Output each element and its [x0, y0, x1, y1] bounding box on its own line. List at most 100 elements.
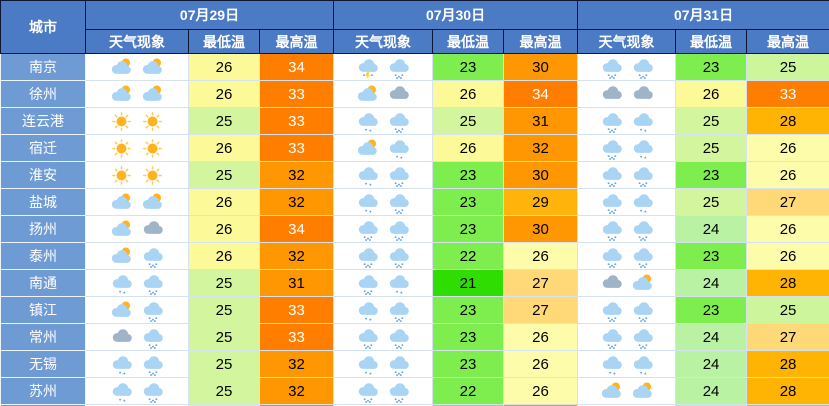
city-cell: 扬州: [0, 215, 86, 243]
max-temp-column-header: 最高温: [258, 29, 335, 54]
sun-icon: [140, 164, 165, 187]
rain-icon: [630, 218, 655, 241]
rain-icon: [630, 299, 655, 322]
rain-icon: [140, 326, 165, 349]
weather-cell: [85, 242, 189, 270]
rain-icon: [140, 353, 165, 376]
weather-cell: [577, 323, 677, 351]
partial-cell: [503, 404, 579, 406]
min-temp-cell: 23: [432, 350, 505, 378]
sun-behind-cloud-icon: [109, 245, 134, 268]
max-temp-cell: 33: [746, 80, 829, 108]
max-temp-cell: 26: [503, 377, 579, 405]
weather-cell: [333, 107, 434, 135]
rain-icon: [386, 191, 411, 214]
min-temp-cell: 24: [675, 269, 748, 297]
weather-cell: [577, 215, 677, 243]
forecast-table-body: 南京 26 34 23 30 23 25 徐州 26 33 26 34 26 33 连云港 25 33 25 31 2…: [0, 53, 829, 406]
rain-icon: [386, 299, 411, 322]
min-temp-cell: 23: [432, 53, 505, 81]
min-temp-cell: 25: [675, 188, 748, 216]
city-cell: 徐州: [0, 80, 86, 108]
min-temp-cell: 25: [432, 107, 505, 135]
rain-icon: [140, 272, 165, 295]
max-temp-cell: 25: [746, 296, 829, 324]
rain-icon: [140, 299, 165, 322]
weather-cell: [85, 377, 189, 405]
rain-icon: [355, 272, 380, 295]
rain-icon: [355, 326, 380, 349]
max-temp-cell: 28: [746, 377, 829, 405]
max-temp-cell: 26: [746, 134, 829, 162]
weather-cell: [333, 53, 434, 81]
date-header-jul31: 07月31日: [577, 0, 829, 30]
min-temp-column-header: 最低温: [675, 29, 748, 54]
max-temp-cell: 27: [746, 188, 829, 216]
weather-cell: [577, 242, 677, 270]
max-temp-cell: 28: [746, 107, 829, 135]
min-temp-cell: 26: [188, 188, 260, 216]
max-temp-cell: 33: [258, 296, 335, 324]
max-temp-cell: 30: [503, 161, 579, 189]
sun-behind-cloud-icon: [599, 380, 624, 403]
max-temp-cell: 26: [746, 161, 829, 189]
min-temp-cell: 24: [675, 323, 748, 351]
thunder-rain-icon: [355, 56, 380, 79]
max-temp-cell: 33: [258, 323, 335, 351]
date-header-jul29: 07月29日: [84, 0, 335, 30]
max-temp-cell: 33: [258, 134, 335, 162]
min-temp-cell: 26: [188, 242, 260, 270]
light-rain-icon: [630, 110, 655, 133]
max-temp-cell: 28: [746, 269, 829, 297]
max-temp-cell: 32: [258, 161, 335, 189]
partial-next-row: [0, 404, 829, 406]
table-row: 常州 25 33 23 26 24 27: [0, 323, 829, 351]
min-temp-cell: 26: [432, 80, 505, 108]
weather-cell: [577, 53, 677, 81]
sun-behind-cloud-icon: [109, 56, 134, 79]
table-row: 南京 26 34 23 30 23 25: [0, 53, 829, 81]
min-temp-cell: 25: [675, 134, 748, 162]
min-temp-cell: 26: [188, 80, 260, 108]
max-temp-cell: 26: [746, 215, 829, 243]
sun-behind-cloud-icon: [630, 272, 655, 295]
sun-icon: [140, 110, 165, 133]
light-rain-icon: [355, 191, 380, 214]
rain-icon: [599, 218, 624, 241]
min-temp-cell: 23: [675, 242, 748, 270]
rain-icon: [630, 56, 655, 79]
min-temp-cell: 25: [188, 323, 260, 351]
weather-cell: [85, 296, 189, 324]
rain-icon: [599, 56, 624, 79]
min-temp-cell: 25: [188, 350, 260, 378]
rain-icon: [386, 353, 411, 376]
rain-icon: [386, 218, 411, 241]
rain-icon: [630, 245, 655, 268]
min-temp-cell: 25: [188, 269, 260, 297]
min-temp-column-header: 最低温: [188, 29, 260, 54]
min-temp-cell: 24: [675, 350, 748, 378]
rain-icon: [386, 164, 411, 187]
max-temp-cell: 30: [503, 53, 579, 81]
rain-icon: [630, 164, 655, 187]
weather-column-header: 天气现象: [85, 29, 189, 54]
rain-icon: [599, 137, 624, 160]
table-row: 无锡 25 32 23 26 24 28: [0, 350, 829, 378]
rain-icon: [599, 164, 624, 187]
max-temp-cell: 26: [746, 242, 829, 270]
max-temp-cell: 34: [258, 215, 335, 243]
min-temp-cell: 24: [675, 377, 748, 405]
sun-behind-cloud-icon: [109, 83, 134, 106]
rain-icon: [386, 110, 411, 133]
min-temp-cell: 21: [432, 269, 505, 297]
max-temp-cell: 34: [258, 53, 335, 81]
table-row: 连云港 25 33 25 31 25 28: [0, 107, 829, 135]
weather-cell: [85, 80, 189, 108]
weather-column-header: 天气现象: [577, 29, 677, 54]
max-temp-cell: 27: [503, 269, 579, 297]
rain-icon: [386, 326, 411, 349]
min-temp-cell: 23: [432, 296, 505, 324]
weather-cell: [85, 269, 189, 297]
table-row: 镇江 25 33 23 27 23 25: [0, 296, 829, 324]
sun-behind-cloud-icon: [109, 191, 134, 214]
